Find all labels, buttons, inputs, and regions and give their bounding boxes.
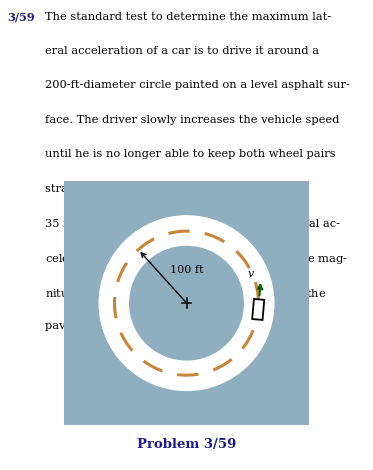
Text: pavement on the car tires.: pavement on the car tires. — [45, 321, 198, 331]
Text: face. The driver slowly increases the vehicle speed: face. The driver slowly increases the ve… — [45, 115, 339, 125]
Bar — [252, 299, 264, 320]
Circle shape — [99, 216, 274, 391]
Text: 200-ft-diameter circle painted on a level asphalt sur-: 200-ft-diameter circle painted on a leve… — [45, 80, 350, 90]
Text: 3/59: 3/59 — [7, 12, 35, 23]
Text: celeration capability $a_n$ in $g$'s and compute the mag-: celeration capability $a_n$ in $g$'s and… — [45, 252, 348, 266]
Text: until he is no longer able to keep both wheel pairs: until he is no longer able to keep both … — [45, 149, 335, 159]
Text: straddling the line. If this maximum speed is: straddling the line. If this maximum spe… — [45, 184, 304, 194]
Text: The standard test to determine the maximum lat-: The standard test to determine the maxim… — [45, 12, 331, 22]
Circle shape — [130, 246, 243, 360]
Text: eral acceleration of a car is to drive it around a: eral acceleration of a car is to drive i… — [45, 46, 319, 56]
Text: 35 mi/hr for a 3000-lb car, determine its lateral ac-: 35 mi/hr for a 3000-lb car, determine it… — [45, 218, 340, 228]
Text: nitude $F$ of the total friction force exerted by the: nitude $F$ of the total friction force e… — [45, 287, 326, 301]
Text: 100 ft: 100 ft — [170, 265, 204, 274]
Text: v: v — [248, 268, 254, 279]
Text: Problem 3/59: Problem 3/59 — [137, 438, 236, 451]
